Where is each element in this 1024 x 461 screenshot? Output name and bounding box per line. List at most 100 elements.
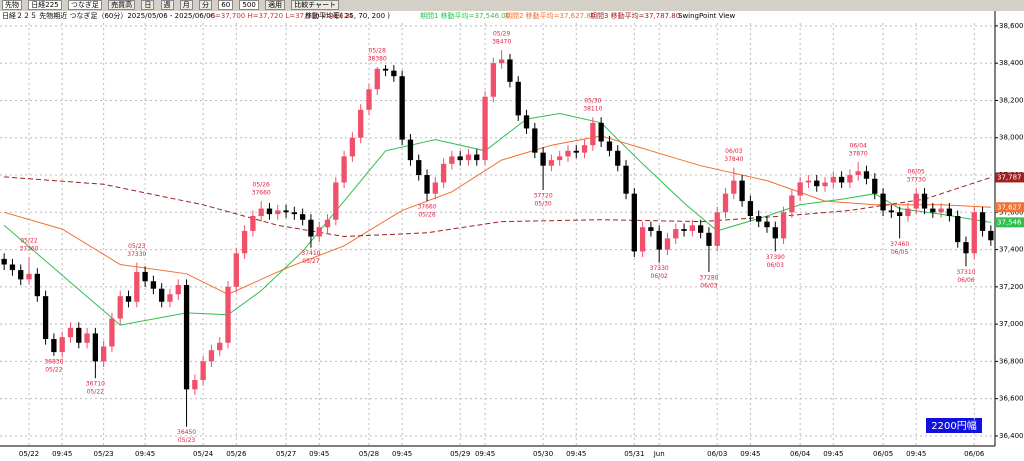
candle-body	[581, 145, 588, 153]
candle-body	[515, 81, 521, 116]
price-box	[995, 202, 1024, 213]
candle-body	[764, 221, 770, 228]
x-tick-label: 05/30	[533, 450, 553, 458]
market-select[interactable]: 先物	[2, 0, 22, 10]
mode-select[interactable]: つなぎ足	[67, 0, 102, 10]
candle-body	[722, 193, 729, 213]
candle-body	[175, 284, 181, 295]
day-button[interactable]: 日	[141, 0, 155, 10]
annotation-date: 05/23	[178, 437, 195, 444]
annotation-price: 37660	[252, 190, 271, 197]
candle-body	[1, 258, 7, 265]
x-tick-label: 09:45	[392, 450, 412, 458]
candle-body	[540, 152, 546, 166]
candle-body	[225, 286, 231, 343]
candle-body	[308, 219, 314, 237]
candle-body	[946, 208, 953, 217]
candle-body	[888, 210, 895, 213]
annotation-date: 06/02	[651, 273, 668, 280]
week-button[interactable]: 週	[160, 0, 174, 10]
candle-body	[598, 122, 604, 142]
price-box-label: 37,627	[997, 203, 1022, 211]
minute-button[interactable]: 分	[199, 0, 213, 10]
x-tick-label: 05/28	[359, 450, 379, 458]
x-tick-label: 05/27	[276, 450, 296, 458]
x-tick-label: 09:45	[475, 450, 495, 458]
annotation-date: 05/27	[302, 258, 319, 265]
candle-body	[590, 122, 596, 146]
y-tick-label: 37,600	[999, 208, 1024, 216]
annotation-date: 06/06	[957, 277, 974, 284]
candle-body	[963, 242, 969, 254]
y-tick-label: 38,000	[999, 134, 1024, 142]
candle-body	[150, 281, 157, 289]
candle-body	[830, 176, 836, 183]
candle-body	[291, 212, 298, 215]
annotation-price: 37330	[127, 251, 146, 258]
candle-body	[399, 76, 405, 140]
candle-body	[988, 230, 994, 241]
annotation-price: 37660	[417, 204, 436, 211]
annotation-price: 37280	[699, 274, 718, 281]
annotation-date: 06/03	[700, 282, 717, 289]
candle-body	[822, 182, 828, 187]
candle-body	[681, 229, 687, 231]
candle-body	[34, 273, 40, 297]
candle-body	[706, 232, 712, 246]
price-box-label: 37,787	[997, 173, 1022, 181]
annotation-price: 37360	[19, 246, 38, 253]
candle-body	[606, 141, 613, 151]
candle-body	[739, 180, 745, 202]
legend-entry: 期間1 移動平均=37,546.00	[420, 11, 510, 20]
candle-body	[756, 216, 762, 222]
apply-button[interactable]: 適用	[265, 0, 286, 10]
ma-line	[3, 135, 991, 295]
candle-body	[358, 109, 364, 138]
candle-body	[714, 212, 720, 246]
candle-body	[474, 154, 480, 161]
candle-body	[780, 212, 787, 239]
x-tick-label: 09:45	[566, 450, 586, 458]
candle-body	[805, 180, 812, 183]
candle-body	[930, 208, 936, 213]
ma-line	[3, 112, 991, 326]
interval-input[interactable]: 60	[218, 0, 234, 10]
candle-body	[789, 195, 795, 213]
x-tick-label: 09:45	[823, 450, 843, 458]
y-tick-label: 38,200	[999, 96, 1024, 104]
y-tick-label: 36,600	[999, 395, 1024, 403]
candle-body	[333, 182, 339, 220]
annotation-date: 06/03	[767, 262, 784, 269]
candle-body	[258, 208, 264, 217]
x-tick-label: 09:45	[740, 450, 760, 458]
count-input[interactable]: 500	[239, 0, 259, 10]
symbol-select[interactable]: 日経225	[28, 0, 62, 10]
candle-body	[283, 210, 289, 213]
annotation-date: 05/23	[128, 243, 145, 250]
y-tick-label: 37,200	[999, 283, 1024, 291]
x-tick-label: 05/24	[193, 450, 214, 458]
month-button[interactable]: 月	[179, 0, 193, 10]
candle-body	[42, 296, 49, 340]
candle-body	[59, 337, 65, 353]
candle-body	[913, 193, 919, 209]
compare-button[interactable]: 比較チャート	[291, 0, 340, 10]
candle-body	[507, 59, 513, 82]
candle-body	[92, 333, 99, 362]
candle-body	[955, 216, 961, 243]
candle-body	[440, 163, 447, 183]
candle-body	[9, 264, 16, 271]
candle-body	[689, 225, 696, 231]
candle-body	[656, 230, 662, 250]
x-tick-label: 05/23	[94, 450, 114, 458]
candle-body	[416, 160, 422, 176]
candle-body	[697, 225, 704, 233]
candle-body	[615, 150, 621, 166]
candle-body	[432, 182, 438, 194]
volume-button[interactable]: 売買高	[108, 0, 136, 10]
candle-body	[18, 270, 24, 280]
y-tick-label: 38,600	[999, 22, 1024, 30]
x-tick-label: 09:45	[309, 450, 329, 458]
annotation-price: 37840	[724, 156, 743, 163]
